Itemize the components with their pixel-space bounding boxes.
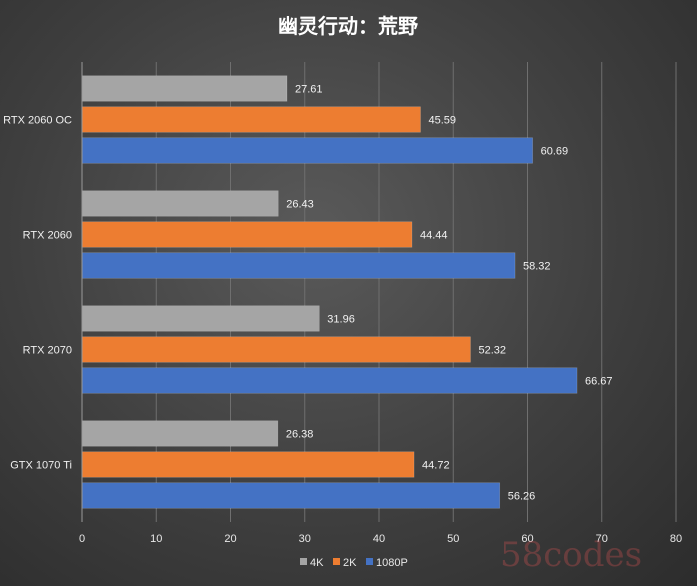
category-label: RTX 2070: [23, 345, 72, 357]
x-tick-label: 20: [224, 533, 236, 545]
plot-area: 27.61 45.59 60.69 26.43 44.44 58.32 31.96 52.32…: [81, 75, 613, 509]
bar-2k: [81, 336, 471, 363]
bar-4k: [81, 420, 279, 447]
bar-4k: [81, 190, 279, 217]
bar-1080p: [81, 482, 501, 509]
legend-label: 2K: [343, 557, 357, 569]
bar-2k: [81, 106, 421, 133]
category-label: GTX 1070 Ti: [10, 460, 72, 472]
x-tick-label: 50: [447, 533, 459, 545]
x-tick-label: 0: [79, 533, 85, 545]
bar-2k: [81, 221, 413, 248]
bar-1080p: [81, 252, 516, 279]
watermark: 58codes: [500, 535, 642, 575]
y-axis: RTX 2060 OC RTX 2060 RTX 2070 GTX 1070 Ti: [3, 115, 72, 472]
bar-2k: [81, 451, 415, 478]
chart-title: 幽灵行动：荒野: [278, 14, 418, 38]
bar-1080p: [81, 137, 533, 164]
x-tick-label: 80: [670, 533, 682, 545]
data-label: 66.67: [585, 376, 613, 388]
x-tick-label: 40: [373, 533, 385, 545]
legend-swatch: [366, 558, 373, 565]
legend-label: 4K: [310, 557, 324, 569]
bar-4k: [81, 75, 288, 102]
legend-swatch: [333, 558, 340, 565]
legend: 4K 2K 1080P: [300, 557, 408, 569]
data-label: 44.44: [420, 230, 448, 242]
x-tick-label: 70: [596, 533, 608, 545]
bar-4k: [81, 305, 320, 332]
category-label: RTX 2060: [23, 230, 72, 242]
data-label: 45.59: [429, 115, 457, 127]
data-label: 27.61: [295, 84, 323, 96]
category-label: RTX 2060 OC: [3, 115, 72, 127]
x-tick-label: 10: [150, 533, 162, 545]
data-label: 44.72: [422, 460, 450, 472]
data-label: 26.38: [286, 429, 314, 441]
x-axis: 0 10 20 30 40 50 60 70 80: [79, 62, 682, 545]
bar-1080p: [81, 367, 578, 394]
data-label: 60.69: [541, 146, 569, 158]
legend-swatch: [300, 558, 307, 565]
data-label: 31.96: [327, 314, 355, 326]
data-label: 26.43: [286, 199, 314, 211]
data-label: 56.26: [508, 491, 536, 503]
x-tick-label: 60: [521, 533, 533, 545]
legend-label: 1080P: [376, 557, 408, 569]
x-tick-label: 30: [299, 533, 311, 545]
data-label: 52.32: [478, 345, 506, 357]
data-label: 58.32: [523, 261, 551, 273]
